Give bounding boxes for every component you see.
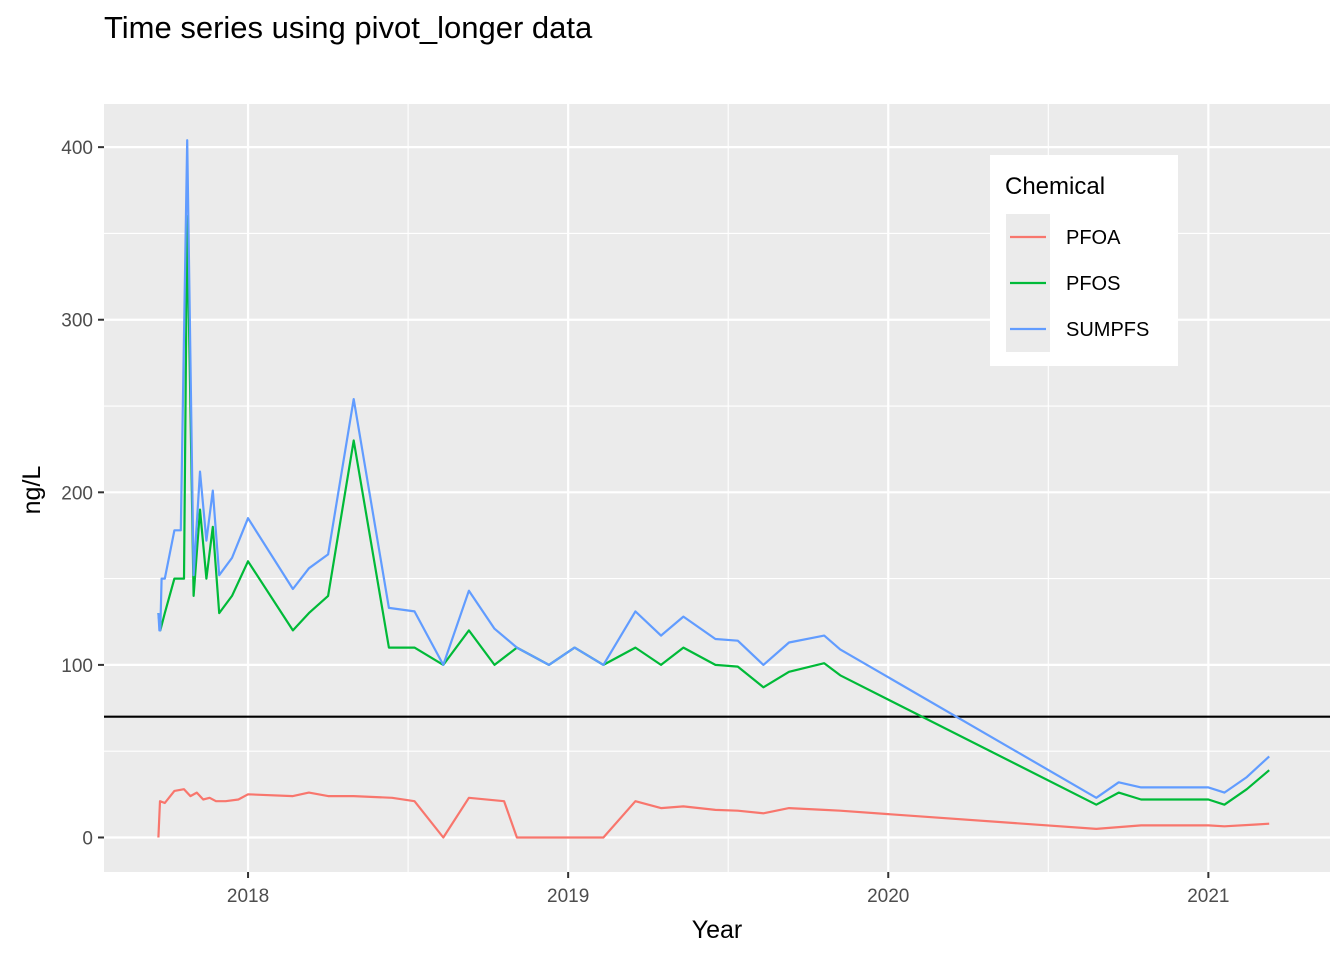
legend-label-pfoa: PFOA [1066, 227, 1121, 249]
x-tick-label: 2021 [1187, 886, 1229, 907]
x-tick-label: 2020 [867, 886, 909, 907]
major-gridlines [104, 104, 1330, 872]
y-axis-title: ng/L [18, 466, 46, 515]
y-tick-label: 200 [61, 483, 93, 504]
y-tick-label: 300 [61, 311, 93, 332]
legend-title: Chemical [1005, 173, 1105, 200]
y-tick-label: 100 [61, 656, 93, 677]
y-tick-label: 400 [61, 138, 93, 159]
series-line-pfos [157, 215, 1270, 806]
x-tick-label: 2019 [547, 886, 589, 907]
chart-title: Time series using pivot_longer data [104, 10, 593, 45]
legend-label-pfos: PFOS [1066, 273, 1120, 295]
series-line-pfoa [157, 788, 1270, 839]
y-axis: 0 100 200 300 400 [61, 138, 104, 849]
series-layer [157, 139, 1270, 839]
x-tick-label: 2018 [227, 886, 269, 907]
legend-items: PFOA PFOS SUMPFS [1010, 227, 1149, 341]
series-line-sumpfs [157, 139, 1270, 799]
y-tick-label: 0 [82, 828, 93, 849]
legend-label-sumpfs: SUMPFS [1066, 319, 1149, 341]
x-axis-title: Year [692, 916, 743, 944]
x-axis: 2018 2019 2020 2021 [227, 872, 1230, 907]
legend: Chemical PFOA PFOS SUMPFS [990, 155, 1178, 366]
